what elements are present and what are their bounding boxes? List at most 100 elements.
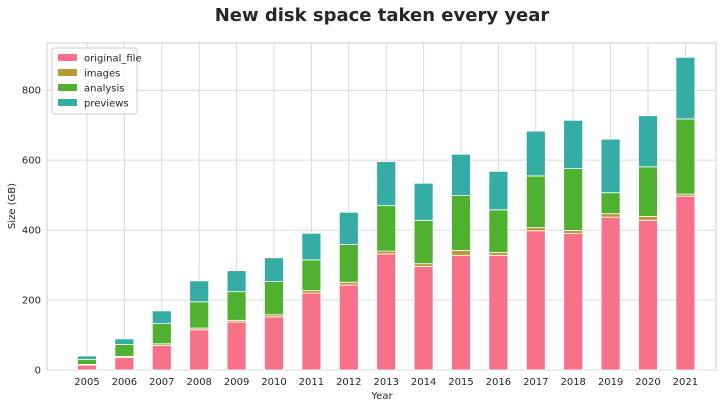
bar-segment-analysis-2018 [563,168,584,231]
y-tick-label: 600 [22,156,41,167]
bar-segment-original-file-2009 [226,321,247,371]
bar-segment-analysis-2009 [226,291,247,321]
bar-segment-original-file-2016 [488,254,509,371]
bar-segment-original-file-2010 [264,316,284,371]
bar-segment-analysis-2019 [600,192,621,215]
chart-title: New disk space taken every year [215,5,550,26]
bar-segment-original-file-2006 [114,357,135,371]
bar-segment-original-file-2011 [301,292,322,371]
bar-segment-previews-2017 [525,130,546,177]
bar-segment-images-2014 [413,263,434,267]
bar-segment-original-file-2019 [600,216,621,371]
bar-segment-analysis-2013 [376,205,397,252]
bar-segment-analysis-2005 [77,359,97,365]
legend-swatch-previews [58,99,77,106]
x-tick-label: 2005 [74,377,99,388]
y-tick-labels: 0 200 400 600 800 [22,86,41,377]
bar-segment-previews-2015 [451,153,471,196]
x-tick-label: 2012 [336,377,361,388]
bar-segment-analysis-2015 [451,195,471,251]
bar-segment-images-2012 [338,281,359,286]
bar-segment-analysis-2012 [338,244,359,283]
bar-segment-previews-2018 [563,119,584,169]
x-tick-label: 2010 [261,377,286,388]
bar-segment-analysis-2016 [488,209,509,253]
bar-segment-previews-2006 [114,338,135,345]
bars [77,56,696,371]
y-tick-label: 800 [22,86,41,97]
bar-segment-original-file-2015 [451,254,471,371]
bar-segment-analysis-2020 [638,166,658,217]
y-tick-label: 200 [22,296,41,307]
bar-segment-original-file-2020 [638,219,658,371]
bar-segment-images-2013 [376,250,397,255]
bar-segment-analysis-2006 [114,344,135,357]
legend-swatch-analysis [58,84,77,91]
bar-segment-original-file-2014 [413,266,434,371]
bar-segment-original-file-2017 [525,230,546,371]
y-tick-label: 400 [22,226,41,237]
legend-box [51,47,138,115]
bar-segment-original-file-2018 [563,233,584,371]
legend-swatch-original-file [58,54,77,61]
x-tick-label: 2019 [598,377,623,388]
bar-segment-original-file-2007 [151,345,172,371]
y-tick-label: 0 [35,366,41,377]
bar-segment-previews-2012 [338,211,359,245]
x-tick-label: 2020 [635,377,660,388]
bar-segment-previews-2020 [638,115,658,168]
bar-segment-analysis-2021 [675,118,696,195]
bar-segment-analysis-2010 [264,281,284,316]
legend-label-images: images [84,69,120,80]
bar-segment-previews-2009 [226,270,247,293]
x-tick-label: 2007 [149,377,174,388]
x-tick-label: 2014 [411,377,436,388]
bar-segment-previews-2019 [600,138,621,194]
bar-segment-previews-2014 [413,182,434,221]
x-axis-label: Year [370,391,393,402]
bar-segment-images-2020 [638,216,658,221]
bar-segment-images-2015 [451,249,471,256]
bar-segment-images-2019 [600,213,621,218]
x-tick-label: 2008 [186,377,211,388]
bar-segment-analysis-2014 [413,219,434,265]
x-tick-label: 2016 [486,377,511,388]
x-tick-label: 2017 [523,377,548,388]
bar-segment-original-file-2021 [675,195,696,371]
bar-segment-previews-2010 [264,257,284,282]
bar-segment-original-file-2005 [77,364,97,371]
x-tick-label: 2009 [224,377,249,388]
bar-segment-original-file-2008 [189,329,210,371]
bar-segment-analysis-2008 [189,301,210,329]
x-tick-label: 2006 [112,377,137,388]
bar-segment-original-file-2012 [338,284,359,371]
x-tick-label: 2021 [673,377,698,388]
bar-segment-previews-2021 [675,56,696,120]
bar-segment-previews-2016 [488,170,509,211]
x-tick-label: 2018 [560,377,585,388]
bar-segment-previews-2007 [151,310,172,324]
legend-label-previews: previews [84,99,129,110]
bar-segment-images-2017 [525,227,546,232]
bar-segment-images-2018 [563,230,584,235]
bar-segment-analysis-2017 [525,175,546,229]
legend-swatch-images [58,69,77,76]
x-tick-labels: 2005 2006 2007 2008 2009 2010 2011 2012 2013 2014… [74,377,698,388]
bar-segment-original-file-2013 [376,253,397,371]
bar-segment-images-2016 [488,252,509,256]
legend-label-original-file: original_file [84,54,142,65]
legend-label-analysis: analysis [84,84,125,95]
x-tick-label: 2015 [448,377,473,388]
bar-segment-previews-2011 [301,232,322,261]
bar-segment-analysis-2011 [301,259,322,292]
bar-segment-previews-2013 [376,161,397,207]
bar-segment-previews-2005 [77,355,97,360]
x-tick-label: 2013 [373,377,398,388]
y-axis-label: Size (GB) [7,183,18,229]
bar-segment-analysis-2007 [151,323,172,345]
bar-segment-previews-2008 [189,280,210,303]
x-tick-label: 2011 [299,377,324,388]
